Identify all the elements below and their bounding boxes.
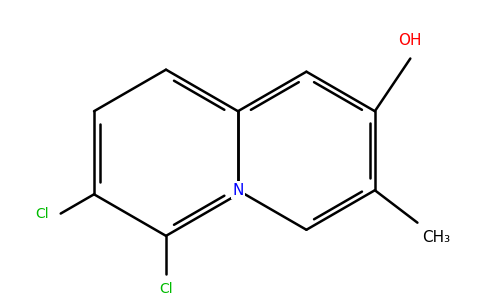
Text: N: N xyxy=(232,183,243,198)
Text: OH: OH xyxy=(399,33,422,48)
Text: CH₃: CH₃ xyxy=(423,230,451,245)
Text: Cl: Cl xyxy=(35,207,48,220)
Text: Cl: Cl xyxy=(159,283,173,296)
